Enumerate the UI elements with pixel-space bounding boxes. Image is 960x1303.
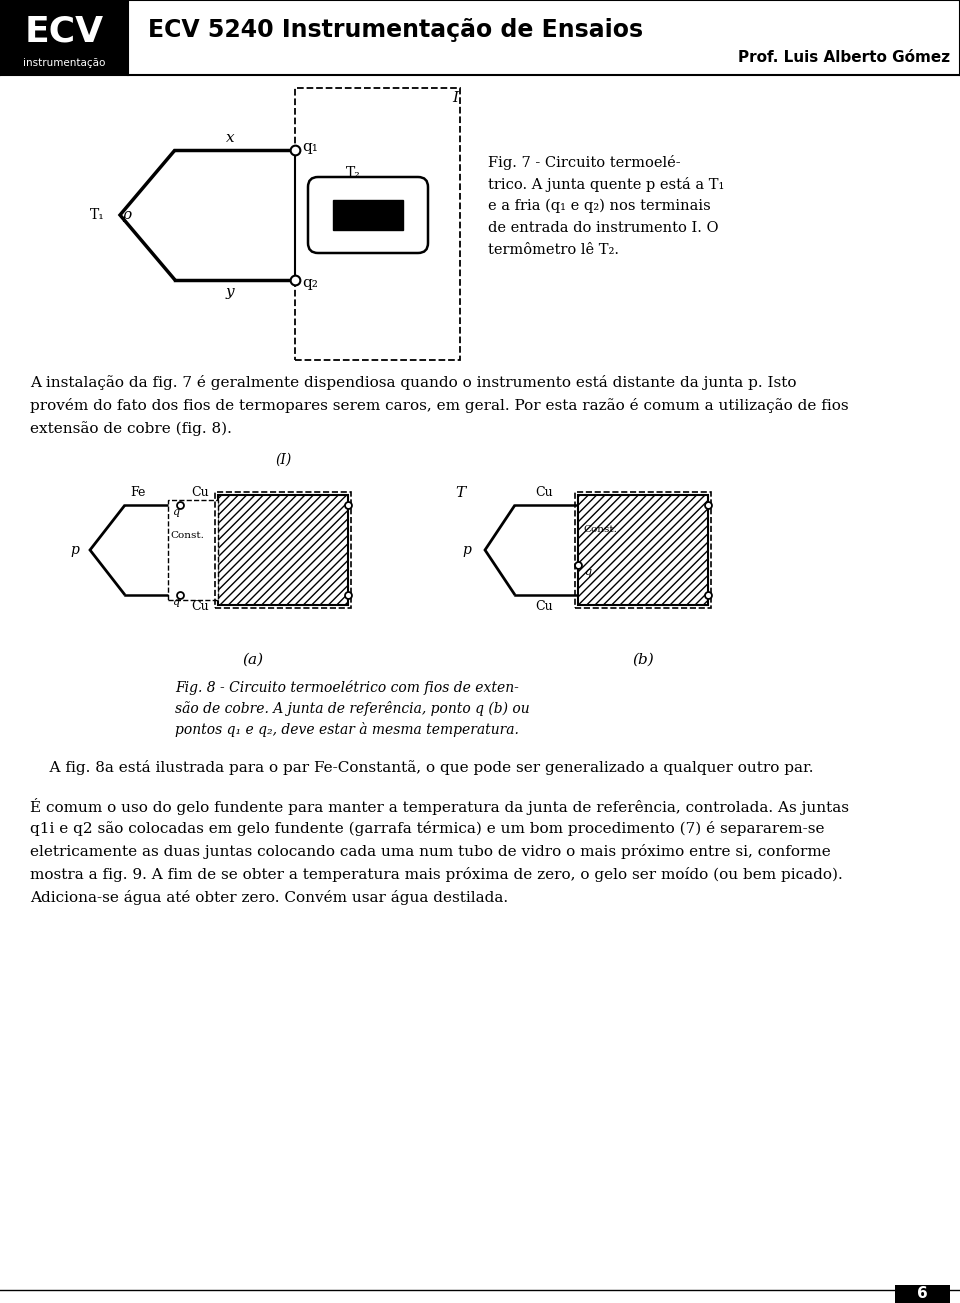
Text: mostra a fig. 9. A fim de se obter a temperatura mais próxima de zero, o gelo se: mostra a fig. 9. A fim de se obter a tem… — [30, 866, 843, 882]
Text: Adiciona-se água até obter zero. Convém usar água destilada.: Adiciona-se água até obter zero. Convém … — [30, 890, 508, 906]
Text: extensão de cobre (fig. 8).: extensão de cobre (fig. 8). — [30, 421, 232, 437]
Text: ρ: ρ — [123, 208, 132, 222]
Text: T₁: T₁ — [90, 208, 105, 222]
Bar — [295, 89, 460, 360]
Text: (b): (b) — [632, 653, 654, 667]
Text: q: q — [584, 567, 591, 577]
Text: q₂: q₂ — [302, 276, 318, 291]
Text: Fe: Fe — [130, 486, 145, 499]
Text: (I): (I) — [275, 453, 291, 466]
Text: p: p — [463, 543, 471, 556]
Text: Const.: Const. — [170, 530, 204, 539]
Text: trico. A junta quente p está a T₁: trico. A junta quente p está a T₁ — [488, 177, 725, 192]
Text: ECV 5240 Instrumentação de Ensaios: ECV 5240 Instrumentação de Ensaios — [148, 18, 643, 42]
Text: Prof. Luis Alberto Gómez: Prof. Luis Alberto Gómez — [738, 50, 950, 65]
Text: instrumentação: instrumentação — [23, 59, 106, 68]
Text: Const.: Const. — [583, 525, 617, 534]
Text: Cu: Cu — [191, 486, 209, 499]
Text: 6: 6 — [917, 1286, 927, 1302]
Text: Cu: Cu — [535, 601, 553, 614]
Text: x: x — [226, 132, 234, 145]
Text: y: y — [226, 285, 234, 298]
Text: eletricamente as duas juntas colocando cada uma num tubo de vidro o mais próximo: eletricamente as duas juntas colocando c… — [30, 844, 830, 859]
Text: q: q — [172, 507, 180, 517]
Text: q₁: q₁ — [302, 139, 318, 154]
Text: provém do fato dos fios de termopares serem caros, em geral. Por esta razão é co: provém do fato dos fios de termopares se… — [30, 397, 849, 413]
Text: q: q — [172, 597, 180, 607]
Text: pontos q₁ e q₂, deve estar à mesma temperatura.: pontos q₁ e q₂, deve estar à mesma tempe… — [175, 722, 518, 737]
Text: I: I — [452, 91, 458, 106]
Text: É comum o uso do gelo fundente para manter a temperatura da junta de referência,: É comum o uso do gelo fundente para mant… — [30, 797, 849, 814]
Text: termômetro lê T₂.: termômetro lê T₂. — [488, 242, 619, 257]
Bar — [578, 495, 708, 605]
Text: Cu: Cu — [535, 486, 553, 499]
Text: A instalação da fig. 7 é geralmente dispendiosa quando o instrumento está distan: A instalação da fig. 7 é geralmente disp… — [30, 375, 797, 390]
Bar — [333, 199, 403, 231]
Text: são de cobre. A junta de referência, ponto q (b) ou: são de cobre. A junta de referência, pon… — [175, 701, 530, 717]
Bar — [168, 500, 218, 599]
Text: p: p — [71, 543, 80, 556]
Bar — [215, 493, 351, 609]
Bar — [218, 495, 348, 605]
Text: Cu: Cu — [191, 601, 209, 614]
Text: T: T — [455, 486, 466, 500]
Bar — [575, 493, 711, 609]
Text: q1i e q2 são colocadas em gelo fundente (garrafa térmica) e um bom procedimento : q1i e q2 são colocadas em gelo fundente … — [30, 821, 825, 837]
Text: ECV: ECV — [24, 16, 104, 50]
Text: (a): (a) — [243, 653, 264, 667]
Text: T₂: T₂ — [346, 165, 360, 180]
Text: A fig. 8a está ilustrada para o par Fe-Constantã, o que pode ser generalizado a : A fig. 8a está ilustrada para o par Fe-C… — [30, 760, 813, 775]
Text: Fig. 7 - Circuito termoelé-: Fig. 7 - Circuito termoelé- — [488, 155, 681, 169]
Bar — [0, 0, 128, 76]
Bar — [895, 1285, 950, 1303]
Text: e a fria (q₁ e q₂) nos terminais: e a fria (q₁ e q₂) nos terminais — [488, 199, 710, 214]
Text: de entrada do instrumento I. O: de entrada do instrumento I. O — [488, 222, 719, 235]
FancyBboxPatch shape — [308, 177, 428, 253]
Text: Fig. 8 - Circuito termoelétrico com fios de exten-: Fig. 8 - Circuito termoelétrico com fios… — [175, 680, 518, 694]
